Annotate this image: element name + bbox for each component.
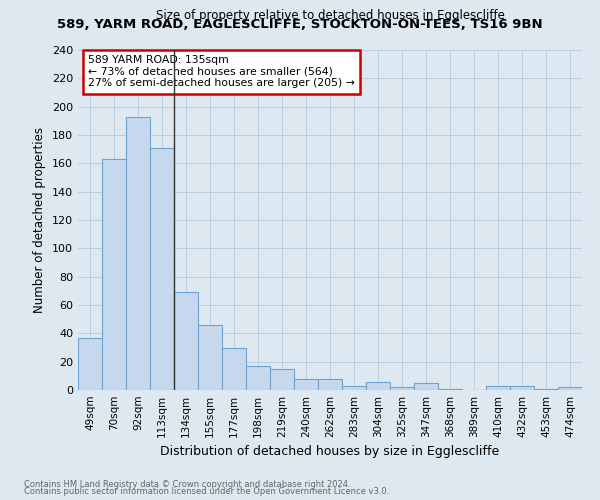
Bar xyxy=(558,387,582,390)
Bar xyxy=(366,382,390,390)
Bar xyxy=(174,292,198,390)
Bar xyxy=(198,325,222,390)
Text: 589, YARM ROAD, EAGLESCLIFFE, STOCKTON-ON-TEES, TS16 9BN: 589, YARM ROAD, EAGLESCLIFFE, STOCKTON-O… xyxy=(57,18,543,30)
Bar xyxy=(438,388,462,390)
Title: Size of property relative to detached houses in Egglescliffe: Size of property relative to detached ho… xyxy=(155,10,505,22)
Text: 589 YARM ROAD: 135sqm
← 73% of detached houses are smaller (564)
27% of semi-det: 589 YARM ROAD: 135sqm ← 73% of detached … xyxy=(88,55,355,88)
X-axis label: Distribution of detached houses by size in Egglescliffe: Distribution of detached houses by size … xyxy=(160,446,500,458)
Text: Contains HM Land Registry data © Crown copyright and database right 2024.: Contains HM Land Registry data © Crown c… xyxy=(24,480,350,489)
Bar xyxy=(486,386,510,390)
Bar xyxy=(126,116,150,390)
Bar xyxy=(534,388,558,390)
Bar xyxy=(150,148,174,390)
Bar xyxy=(510,386,534,390)
Bar xyxy=(78,338,102,390)
Y-axis label: Number of detached properties: Number of detached properties xyxy=(34,127,46,313)
Bar xyxy=(246,366,270,390)
Bar xyxy=(414,383,438,390)
Bar xyxy=(102,159,126,390)
Bar xyxy=(318,378,342,390)
Bar xyxy=(270,369,294,390)
Bar xyxy=(294,378,318,390)
Text: Contains public sector information licensed under the Open Government Licence v3: Contains public sector information licen… xyxy=(24,488,389,496)
Bar xyxy=(390,387,414,390)
Bar xyxy=(342,386,366,390)
Bar xyxy=(222,348,246,390)
